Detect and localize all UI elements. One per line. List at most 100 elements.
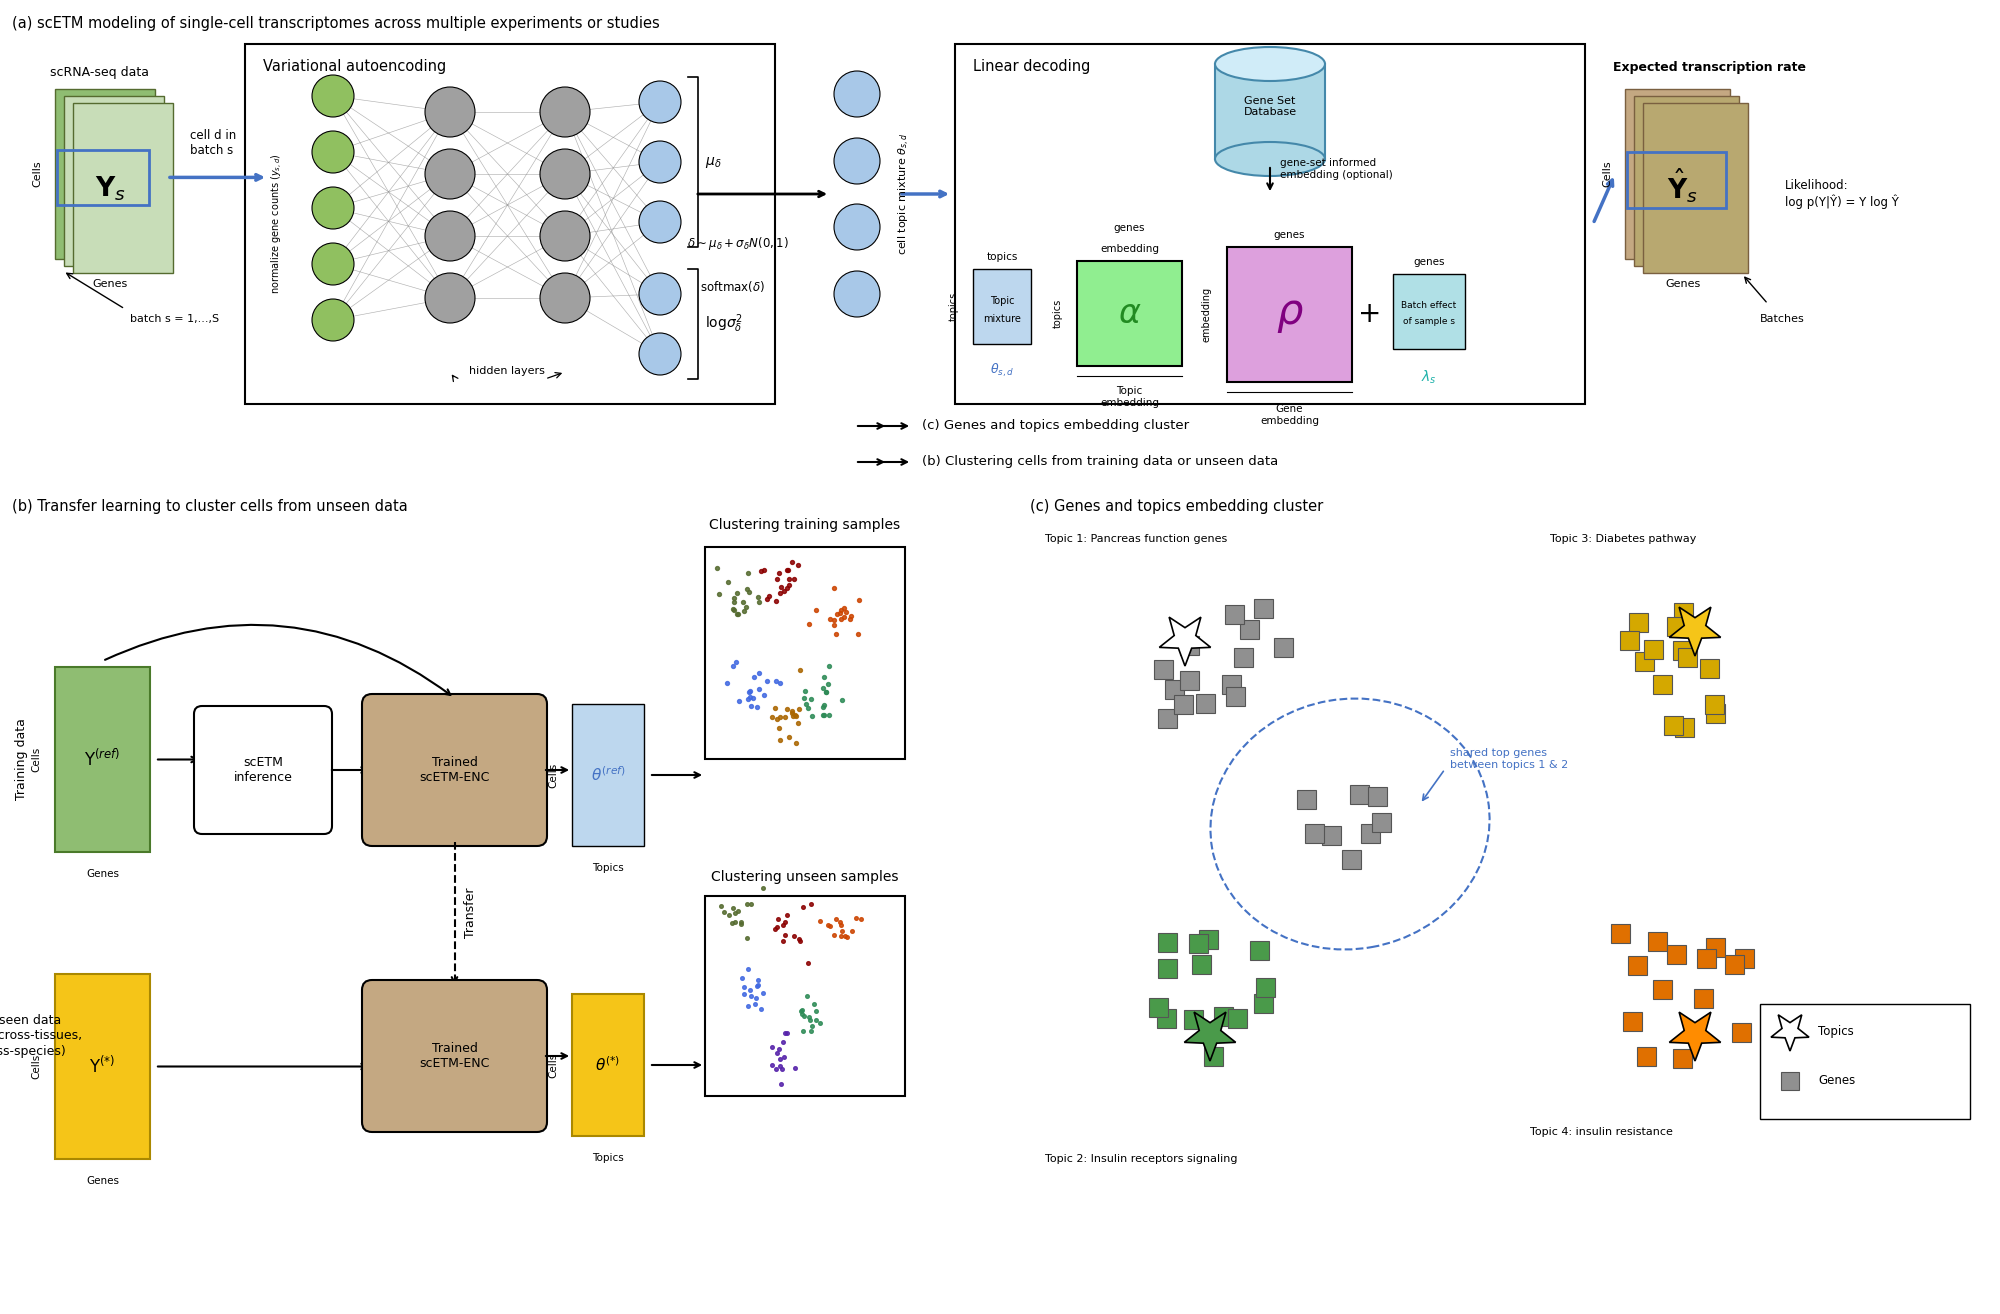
Point xyxy=(762,908,794,929)
Point xyxy=(772,569,804,590)
Point xyxy=(756,1055,788,1076)
Point xyxy=(768,581,800,602)
Point xyxy=(810,682,842,703)
Text: Gene Set
Database: Gene Set Database xyxy=(1244,96,1296,117)
Point xyxy=(722,582,754,603)
Point xyxy=(746,983,778,1004)
Point xyxy=(732,996,764,1017)
Text: Cells: Cells xyxy=(32,160,42,188)
Bar xyxy=(1158,933,1176,953)
Point xyxy=(738,687,770,708)
Point xyxy=(764,1049,796,1070)
Text: Unseen data
(e.g., cross-tissues,
cross-species): Unseen data (e.g., cross-tissues, cross-… xyxy=(0,1014,82,1058)
Circle shape xyxy=(424,148,476,198)
Text: Topics: Topics xyxy=(592,1152,624,1163)
Text: Linear decoding: Linear decoding xyxy=(972,59,1090,74)
Point xyxy=(814,915,846,936)
Point xyxy=(772,558,804,579)
Point xyxy=(820,908,852,929)
Point xyxy=(722,603,754,624)
Text: Cells: Cells xyxy=(548,762,558,787)
Point xyxy=(764,729,796,750)
Point xyxy=(788,1005,820,1026)
Bar xyxy=(1664,716,1682,735)
Bar xyxy=(704,896,906,1096)
Point xyxy=(770,912,802,933)
Bar xyxy=(1228,247,1352,382)
Bar xyxy=(1674,603,1692,622)
Point xyxy=(744,999,776,1020)
Point xyxy=(822,603,854,624)
Bar xyxy=(1196,694,1216,714)
Point xyxy=(768,915,800,936)
Text: (c) Genes and topics embedding cluster: (c) Genes and topics embedding cluster xyxy=(922,419,1190,432)
FancyBboxPatch shape xyxy=(362,980,548,1131)
Bar xyxy=(1222,675,1242,694)
Bar xyxy=(1078,261,1182,367)
Bar xyxy=(1274,639,1294,657)
Point xyxy=(812,673,844,694)
Text: Trained
scETM-ENC: Trained scETM-ENC xyxy=(420,1042,490,1070)
Bar xyxy=(1154,660,1172,679)
Point xyxy=(792,698,824,719)
Point xyxy=(800,599,832,620)
Point xyxy=(826,921,858,942)
Point xyxy=(732,958,764,979)
Point xyxy=(768,1031,800,1053)
Bar xyxy=(956,43,1586,403)
Point xyxy=(764,717,796,738)
Point xyxy=(828,607,860,628)
Point xyxy=(752,589,784,610)
Bar xyxy=(1726,955,1744,974)
Text: Batches: Batches xyxy=(1760,314,1804,325)
Text: Batch effect: Batch effect xyxy=(1402,301,1456,310)
Text: Genes: Genes xyxy=(92,279,128,289)
Text: $\hat{\mathbf{Y}}_s$: $\hat{\mathbf{Y}}_s$ xyxy=(1668,167,1698,205)
Point xyxy=(734,686,766,707)
Point xyxy=(806,704,838,725)
Bar xyxy=(1214,64,1324,159)
Bar xyxy=(1678,648,1698,668)
Bar xyxy=(1192,955,1210,974)
Point xyxy=(708,901,740,922)
Point xyxy=(808,704,840,725)
Text: cell topic mixture $\theta_{s,d}$: cell topic mixture $\theta_{s,d}$ xyxy=(898,133,912,255)
Point xyxy=(766,930,798,951)
Bar xyxy=(1620,631,1640,650)
Bar xyxy=(1158,959,1178,979)
Polygon shape xyxy=(1770,1014,1810,1051)
Circle shape xyxy=(312,243,354,285)
Bar xyxy=(1256,979,1274,997)
Point xyxy=(740,993,772,1014)
Point xyxy=(744,662,776,683)
Point xyxy=(716,912,748,933)
Point xyxy=(782,712,814,733)
Point xyxy=(776,552,808,573)
Bar xyxy=(1666,945,1686,964)
Text: Genes: Genes xyxy=(86,1176,120,1187)
Point xyxy=(718,599,750,620)
Bar xyxy=(1158,710,1176,728)
Point xyxy=(812,915,844,936)
Polygon shape xyxy=(1184,1012,1236,1060)
Point xyxy=(756,707,788,728)
Point xyxy=(704,583,736,604)
Point xyxy=(814,608,846,629)
Point xyxy=(766,576,798,597)
Point xyxy=(754,585,786,606)
Bar xyxy=(1250,941,1270,959)
Bar xyxy=(1622,1012,1642,1031)
Point xyxy=(734,980,766,1001)
Ellipse shape xyxy=(1216,47,1324,81)
Point xyxy=(748,685,780,706)
Bar xyxy=(1694,989,1712,1008)
Point xyxy=(800,1009,832,1030)
Bar xyxy=(1342,850,1362,869)
Text: $\theta_{s,d}$: $\theta_{s,d}$ xyxy=(990,361,1014,380)
Point xyxy=(728,600,760,622)
Text: softmax($\delta$): softmax($\delta$) xyxy=(700,279,766,293)
Point xyxy=(722,603,754,624)
Point xyxy=(760,1058,792,1079)
Text: Trained
scETM-ENC: Trained scETM-ENC xyxy=(420,756,490,784)
Point xyxy=(730,578,762,599)
